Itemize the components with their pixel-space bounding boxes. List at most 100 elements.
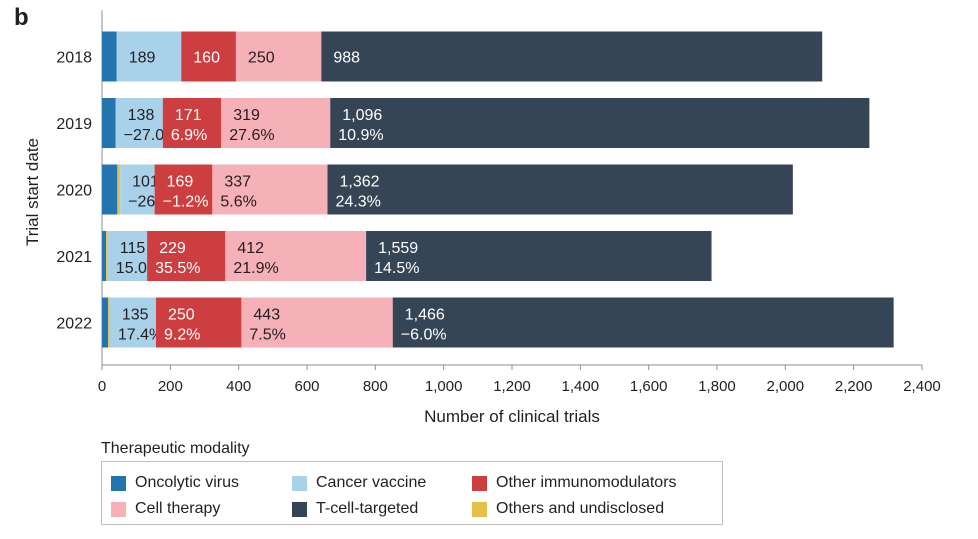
legend-item-oncolytic-virus: Oncolytic virus — [111, 473, 239, 493]
bar-segment-others-and-undisclosed-2021 — [106, 231, 108, 281]
legend-label: Other immunomodulators — [496, 474, 677, 491]
y-tick-label-2020: 2020 — [56, 183, 92, 200]
x-tick-label: 1,000 — [425, 378, 463, 395]
change-label-other-immunomodulators-2022: 9.2% — [164, 327, 200, 344]
bar-segment-cancer-vaccine-2022 — [109, 297, 156, 348]
data-label-other-immunomodulators-2021: 229 — [159, 240, 186, 257]
bar-segment-other-immunomodulators-2019 — [162, 98, 222, 148]
x-tick-label: 800 — [363, 378, 388, 395]
bar-segment-other-immunomodulators-2022 — [155, 297, 242, 348]
x-tick-label: 2,000 — [767, 378, 805, 395]
data-label-other-immunomodulators-2020: 169 — [167, 174, 194, 191]
legend-item-t-cell-targeted: T-cell-targeted — [292, 499, 418, 519]
bar-segment-other-immunomodulators-2020 — [154, 164, 213, 215]
x-tick-label: 400 — [226, 378, 251, 395]
x-tick-label: 0 — [98, 378, 106, 395]
legend-label: T-cell-targeted — [316, 500, 419, 517]
data-label-t-cell-targeted-2018: 988 — [333, 50, 360, 67]
legend-swatch-others-and-undisclosed — [472, 501, 487, 517]
legend-swatch-cell-therapy — [111, 501, 126, 517]
data-label-t-cell-targeted-2019: 1,096 — [342, 107, 382, 124]
bar-segment-others-and-undisclosed-2020 — [117, 164, 121, 215]
change-label-cell-therapy-2019: 27.6% — [229, 127, 274, 144]
x-tick-label: 1,800 — [698, 378, 736, 395]
bar-segment-t-cell-targeted-2018 — [321, 31, 823, 82]
data-label-other-immunomodulators-2019: 171 — [175, 107, 202, 124]
data-label-cancer-vaccine-2021: 115 — [120, 240, 146, 257]
data-label-other-immunomodulators-2018: 160 — [193, 50, 220, 67]
bar-segment-other-immunomodulators-2021 — [147, 231, 226, 281]
change-label-other-immunomodulators-2020: −1.2% — [163, 194, 209, 211]
change-label-t-cell-targeted-2021: 14.5% — [374, 260, 419, 277]
legend-swatch-cancer-vaccine — [292, 475, 307, 491]
legend-swatch-other-immunomodulators — [472, 475, 487, 491]
legend-swatch-t-cell-targeted — [292, 501, 307, 517]
legend-item-others-and-undisclosed: Others and undisclosed — [472, 499, 664, 519]
change-label-cell-therapy-2021: 21.9% — [233, 260, 278, 277]
bar-segment-oncolytic-virus-2018 — [102, 31, 117, 82]
panel-label: b — [14, 4, 29, 31]
bar-segment-cell-therapy-2019 — [221, 98, 331, 148]
data-label-cell-therapy-2020: 337 — [224, 174, 251, 191]
bar-segment-cell-therapy-2021 — [225, 231, 367, 281]
bar-segment-oncolytic-virus-2021 — [102, 231, 107, 281]
bar-segment-oncolytic-virus-2020 — [102, 164, 118, 215]
change-label-other-immunomodulators-2019: 6.9% — [171, 127, 207, 144]
data-label-t-cell-targeted-2022: 1,466 — [405, 307, 445, 324]
y-tick-label-2022: 2022 — [56, 316, 92, 333]
legend-label: Others and undisclosed — [496, 500, 665, 517]
data-label-t-cell-targeted-2021: 1,559 — [378, 240, 418, 257]
x-tick-label: 1,400 — [562, 378, 600, 395]
change-label-t-cell-targeted-2019: 10.9% — [338, 127, 383, 144]
change-label-cell-therapy-2020: 5.6% — [220, 194, 256, 211]
change-label-cancer-vaccine-2022: 17.4% — [118, 327, 163, 344]
legend-label: Oncolytic virus — [135, 474, 240, 491]
y-tick-label-2018: 2018 — [56, 50, 92, 67]
change-label-t-cell-targeted-2020: 24.3% — [336, 194, 381, 211]
x-tick-label: 600 — [294, 378, 319, 395]
legend-item-cell-therapy: Cell therapy — [111, 499, 220, 519]
data-label-cell-therapy-2018: 250 — [248, 50, 275, 67]
bar-segment-others-and-undisclosed-2022 — [108, 297, 110, 348]
legend: Oncolytic virus Cancer vaccine Other imm… — [101, 461, 723, 525]
legend-title: Therapeutic modality — [101, 440, 250, 457]
y-tick-label-2021: 2021 — [56, 249, 92, 266]
x-tick-label: 2,200 — [835, 378, 873, 395]
bar-segment-cancer-vaccine-2018 — [116, 31, 182, 82]
bar-segment-t-cell-targeted-2020 — [327, 164, 793, 215]
data-label-cancer-vaccine-2019: 138 — [128, 107, 155, 124]
legend-label: Cell therapy — [135, 500, 221, 517]
x-tick-label: 1,600 — [630, 378, 668, 395]
data-label-cancer-vaccine-2022: 135 — [122, 307, 149, 324]
data-label-other-immunomodulators-2022: 250 — [168, 307, 195, 324]
bar-segment-oncolytic-virus-2022 — [102, 297, 109, 348]
x-tick-label: 200 — [158, 378, 183, 395]
data-label-cancer-vaccine-2018: 189 — [129, 50, 156, 67]
y-tick-label-2019: 2019 — [56, 116, 92, 133]
bar-segment-cancer-vaccine-2019 — [115, 98, 163, 148]
change-label-t-cell-targeted-2022: −6.0% — [401, 327, 447, 344]
x-axis-title: Number of clinical trials — [424, 407, 600, 426]
x-tick-label: 1,200 — [493, 378, 531, 395]
data-label-t-cell-targeted-2020: 1,362 — [340, 174, 380, 191]
legend-item-other-immunomodulators: Other immunomodulators — [472, 473, 677, 493]
legend-label: Cancer vaccine — [316, 474, 427, 491]
change-label-cell-therapy-2022: 7.5% — [249, 327, 285, 344]
legend-item-cancer-vaccine: Cancer vaccine — [292, 473, 426, 493]
bar-segment-cancer-vaccine-2020 — [120, 164, 155, 215]
bar-segment-t-cell-targeted-2021 — [366, 231, 712, 281]
change-label-other-immunomodulators-2021: 35.5% — [155, 260, 200, 277]
y-axis-title: Trial start date — [23, 137, 42, 247]
bar-segment-t-cell-targeted-2019 — [330, 98, 870, 148]
bar-segment-t-cell-targeted-2022 — [392, 297, 894, 348]
legend-swatch-oncolytic-virus — [111, 475, 126, 491]
data-label-cell-therapy-2022: 443 — [253, 307, 280, 324]
bar-segment-cell-therapy-2020 — [212, 164, 328, 215]
x-tick-label: 2,400 — [903, 378, 941, 395]
data-label-cell-therapy-2021: 412 — [237, 240, 264, 257]
bar-segment-other-immunomodulators-2018 — [181, 31, 236, 82]
data-label-cell-therapy-2019: 319 — [233, 107, 260, 124]
bar-segment-cell-therapy-2022 — [241, 297, 393, 348]
bar-segment-cell-therapy-2018 — [235, 31, 322, 82]
